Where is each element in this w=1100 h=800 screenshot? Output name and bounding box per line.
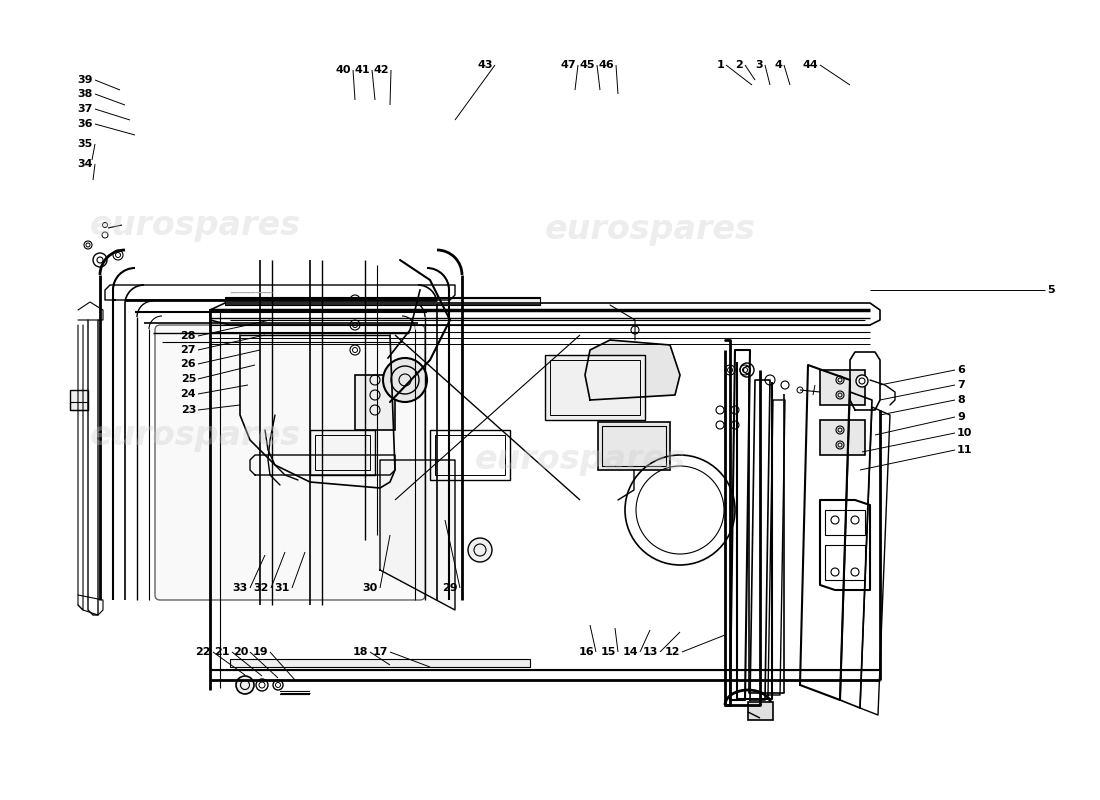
Text: 37: 37 <box>78 104 94 114</box>
Text: 6: 6 <box>957 365 965 375</box>
Text: 34: 34 <box>77 159 94 169</box>
Text: 30: 30 <box>363 583 378 593</box>
Text: 25: 25 <box>180 374 196 384</box>
Bar <box>820 420 865 455</box>
Text: 3: 3 <box>756 60 763 70</box>
Text: 40: 40 <box>336 65 351 75</box>
Text: 23: 23 <box>180 405 196 415</box>
Text: 16: 16 <box>579 647 594 657</box>
Text: 43: 43 <box>477 60 493 70</box>
Bar <box>434 435 505 475</box>
Bar <box>430 430 510 480</box>
Text: 24: 24 <box>180 389 196 399</box>
Text: 33: 33 <box>233 583 248 593</box>
Text: 26: 26 <box>180 359 196 369</box>
Text: 35: 35 <box>78 139 94 149</box>
Circle shape <box>468 538 492 562</box>
Text: 42: 42 <box>373 65 389 75</box>
Bar <box>70 402 88 410</box>
Text: 12: 12 <box>664 647 680 657</box>
Text: 20: 20 <box>232 647 248 657</box>
Text: 11: 11 <box>957 445 972 455</box>
Text: 47: 47 <box>560 60 576 70</box>
Bar <box>602 426 666 466</box>
Text: 1: 1 <box>716 60 724 70</box>
Bar <box>226 297 540 305</box>
Text: 14: 14 <box>623 647 638 657</box>
FancyBboxPatch shape <box>155 325 425 600</box>
Bar <box>544 355 645 420</box>
Circle shape <box>350 345 360 355</box>
Text: 7: 7 <box>957 380 965 390</box>
Circle shape <box>350 320 360 330</box>
Bar <box>355 375 395 430</box>
Text: 36: 36 <box>77 119 94 129</box>
Bar <box>230 659 530 667</box>
Circle shape <box>383 358 427 402</box>
Bar <box>550 360 640 415</box>
Text: 9: 9 <box>957 412 965 422</box>
Circle shape <box>350 295 360 305</box>
Text: 45: 45 <box>580 60 595 70</box>
Bar <box>820 370 865 405</box>
Text: 18: 18 <box>352 647 368 657</box>
Text: 28: 28 <box>180 331 196 341</box>
Polygon shape <box>379 460 455 610</box>
Text: 8: 8 <box>957 395 965 405</box>
Text: 21: 21 <box>214 647 230 657</box>
Text: 41: 41 <box>354 65 370 75</box>
Bar <box>598 422 670 470</box>
Text: 5: 5 <box>1047 285 1055 295</box>
Text: 4: 4 <box>774 60 782 70</box>
Text: 32: 32 <box>254 583 270 593</box>
Bar <box>825 510 865 535</box>
Circle shape <box>236 676 254 694</box>
Text: 27: 27 <box>180 345 196 355</box>
Text: 17: 17 <box>373 647 388 657</box>
Text: 44: 44 <box>802 60 818 70</box>
Bar <box>315 435 370 470</box>
Bar <box>748 702 773 720</box>
Text: ━━━━━━━━━━: ━━━━━━━━━━ <box>230 290 273 296</box>
Text: 22: 22 <box>196 647 211 657</box>
Text: eurospares: eurospares <box>89 418 300 451</box>
Text: 29: 29 <box>442 583 458 593</box>
Text: 19: 19 <box>252 647 268 657</box>
Text: 15: 15 <box>601 647 616 657</box>
Text: 46: 46 <box>598 60 614 70</box>
Text: eurospares: eurospares <box>474 443 685 477</box>
Bar <box>825 545 865 580</box>
Bar <box>70 390 88 410</box>
Text: 2: 2 <box>735 60 743 70</box>
Text: eurospares: eurospares <box>89 209 300 242</box>
Text: 31: 31 <box>275 583 290 593</box>
Text: eurospares: eurospares <box>544 214 756 246</box>
Text: 10: 10 <box>957 428 972 438</box>
Bar <box>310 430 375 475</box>
Circle shape <box>856 375 868 387</box>
Text: 13: 13 <box>642 647 658 657</box>
Text: 38: 38 <box>78 89 94 99</box>
Polygon shape <box>585 340 680 400</box>
Text: 39: 39 <box>77 75 94 85</box>
